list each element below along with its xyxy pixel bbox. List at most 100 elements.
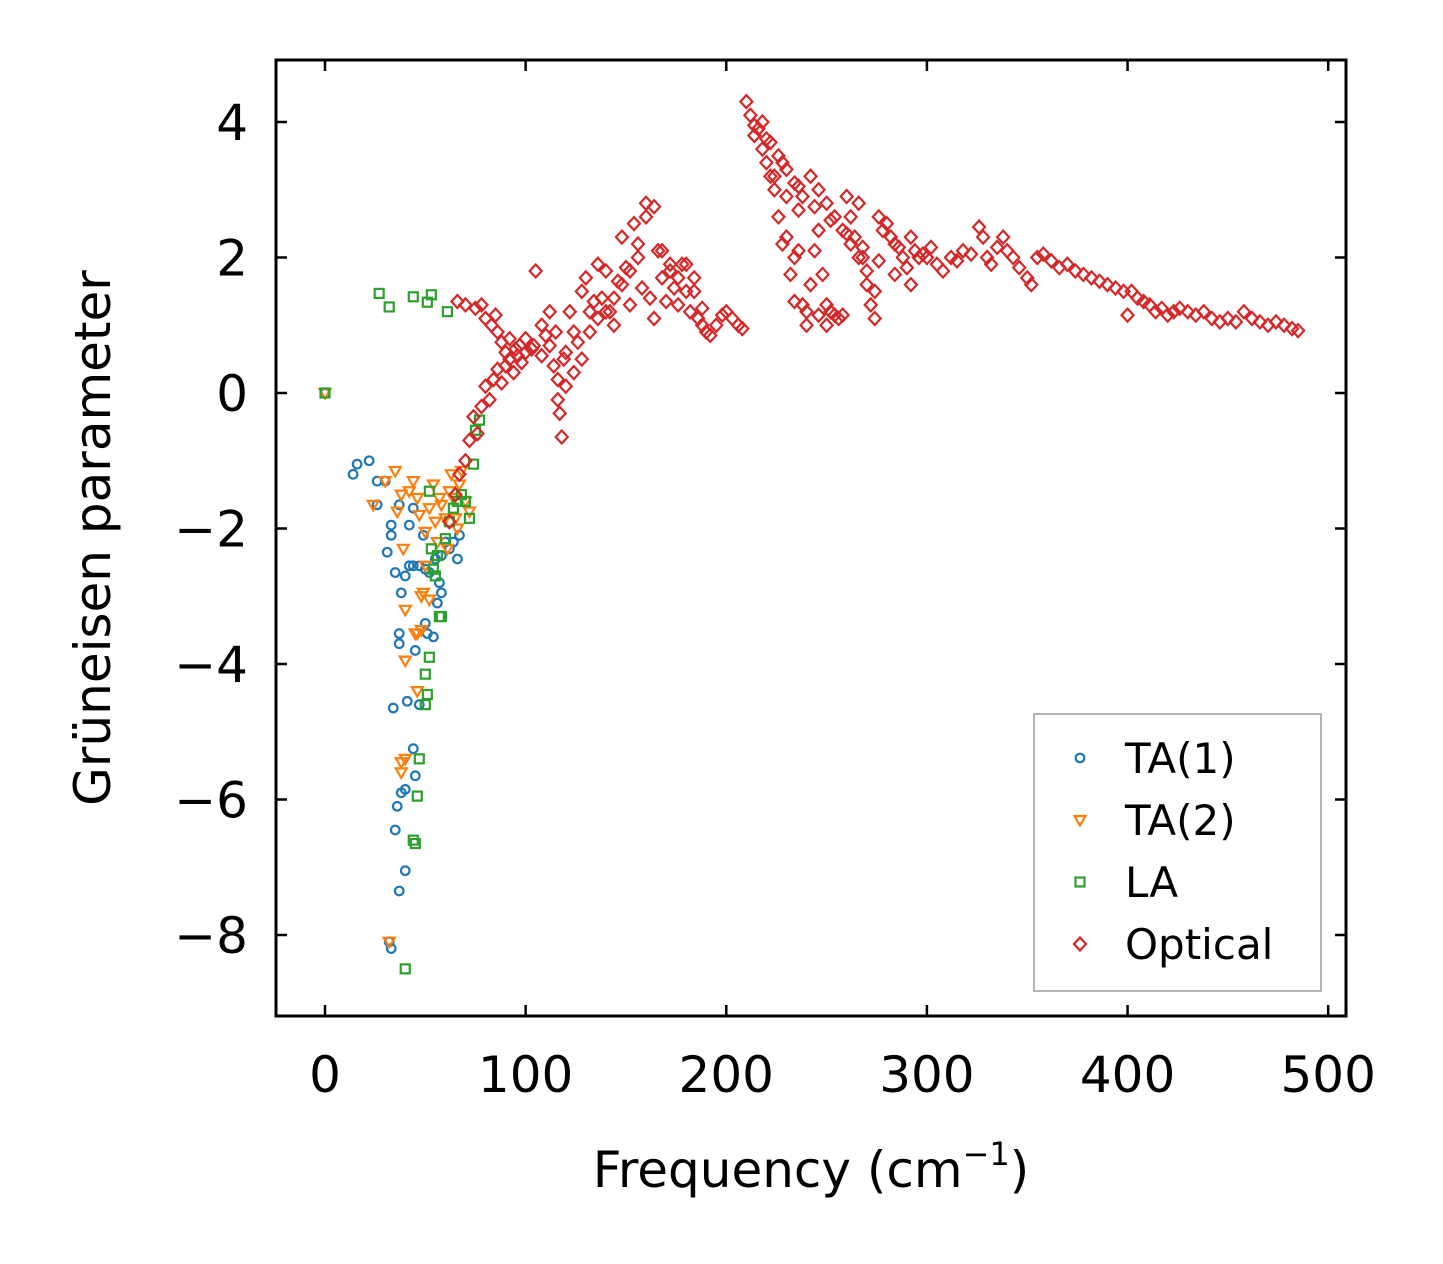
data-point [859,262,875,280]
data-point [397,753,413,767]
data-point [778,229,794,246]
x-tick-label: 200 [679,1046,774,1104]
data-point [791,201,807,219]
data-point [351,458,363,470]
data-point [1083,269,1099,286]
data-point [949,252,965,270]
legend-marker [1074,876,1086,888]
data-point [425,479,441,493]
data-point [903,229,919,246]
data-point [638,208,654,225]
data-point [995,229,1011,246]
data-point [429,570,441,582]
x-tick-label: 0 [309,1046,341,1104]
data-point [831,310,847,327]
y-tick-label: −6 [174,772,248,830]
data-point [494,374,510,391]
data-point [546,357,562,375]
data-point [427,563,439,575]
data-point [835,306,851,324]
data-point [1059,256,1075,273]
data-point [566,364,582,381]
data-point [528,262,544,280]
plot-frame [274,58,1348,1018]
data-point [1029,249,1045,266]
data-point [397,604,413,618]
data-point [819,296,835,314]
legend-marker [1072,935,1088,953]
data-point [459,495,472,507]
data-point [770,208,786,225]
data-point [646,310,662,327]
data-point [758,130,774,148]
data-point [590,310,606,327]
data-point [465,408,481,425]
data-point [409,685,425,699]
legend-label: TA(2) [1124,796,1236,845]
data-point [389,506,405,520]
data-point [381,936,397,950]
data-point [975,229,991,246]
data-point [907,242,923,259]
data-point [871,208,887,225]
data-point [1268,313,1284,330]
data-point [393,489,409,503]
data-point [1166,303,1182,320]
data-point [437,513,453,527]
data-point [452,553,463,565]
data-point [550,391,566,408]
data-point [887,266,903,283]
data-point [650,242,666,259]
data-point [622,296,638,314]
data-point [399,963,411,975]
data-point [1276,317,1292,334]
legend-marker [1072,814,1088,828]
data-point [435,587,447,599]
data-points-layer [317,93,1306,975]
data-point [799,303,815,320]
legend-label: LA [1125,858,1178,907]
data-point [554,428,570,446]
data-point [431,492,447,506]
y-tick-label: 4 [216,94,248,152]
data-point [646,198,662,215]
data-point [654,269,670,286]
data-point [439,543,455,557]
data-point [363,455,375,467]
data-point [502,330,518,347]
data-point [1180,303,1196,320]
data-point [782,266,798,283]
series-optical [441,93,1306,530]
data-point [855,239,871,256]
x-tick-label: 100 [478,1046,573,1104]
data-point [1099,276,1115,293]
data-point [606,290,622,307]
data-point [1172,300,1188,317]
data-point [431,549,443,562]
data-point [855,249,871,266]
data-point [411,509,427,523]
legend-entry: Optical [1072,920,1273,969]
data-point [630,235,646,253]
legend-label: TA(1) [1124,734,1236,783]
data-point [570,334,586,351]
data-point [979,249,995,266]
data-point [658,293,674,310]
y-tick-label: −2 [174,501,248,559]
data-point [413,625,429,638]
data-point [578,269,594,286]
data-point [734,320,750,337]
data-point [787,249,802,266]
data-point [871,252,887,270]
legend-marker [1074,752,1086,764]
data-point [1023,276,1039,293]
data-point [574,283,590,300]
data-point [642,290,658,307]
data-point [482,391,498,408]
data-point [614,276,630,293]
data-point [478,378,494,395]
data-point [1228,313,1244,330]
data-point [461,432,477,449]
data-point [989,239,1005,256]
